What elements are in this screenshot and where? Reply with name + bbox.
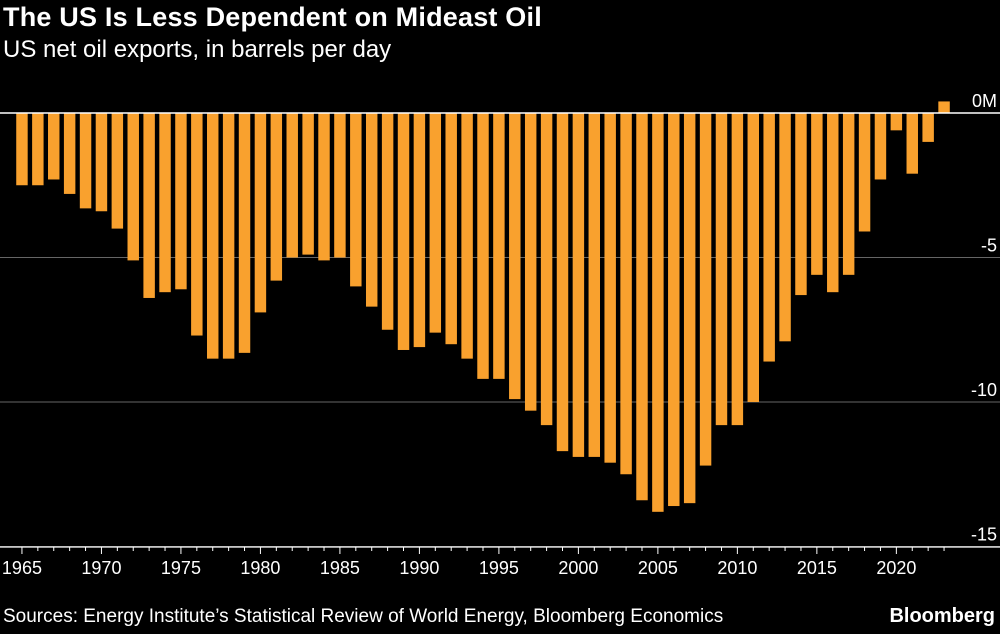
bar-1972 — [127, 113, 139, 261]
bar-2009 — [715, 113, 728, 426]
bar-1967 — [48, 113, 60, 180]
bar-1988 — [381, 113, 394, 330]
bar-2010 — [731, 113, 744, 426]
bars — [16, 101, 950, 512]
bar-2000 — [572, 113, 585, 457]
x-tick-label: 1985 — [320, 558, 360, 578]
x-tick-label: 1990 — [399, 558, 439, 578]
bar-chart: 0M -5 -10 -15 1965 1970 1975 1980 1985 1990 1995 2… — [0, 91, 1000, 578]
bar-1975 — [175, 113, 187, 290]
chart-title: The US Is Less Dependent on Mideast Oil — [3, 2, 542, 32]
bar-2015 — [811, 113, 823, 275]
bar-2019 — [874, 113, 887, 180]
bar-1996 — [509, 113, 521, 400]
bar-2008 — [699, 113, 712, 466]
bar-1998 — [540, 113, 553, 426]
bar-1977 — [207, 113, 219, 359]
bar-2005 — [652, 113, 664, 512]
bar-1990 — [413, 113, 426, 348]
x-tick-label: 2010 — [717, 558, 757, 578]
bar-1989 — [397, 113, 410, 350]
source-note: Sources: Energy Institute’s Statistical … — [3, 606, 724, 627]
bar-1994 — [477, 113, 489, 379]
bar-2016 — [827, 113, 839, 293]
x-tick-label: 1995 — [479, 558, 519, 578]
bar-1965 — [16, 113, 28, 186]
x-tick-label: 2020 — [876, 558, 916, 578]
bar-1982 — [286, 113, 298, 258]
bar-1997 — [524, 113, 537, 411]
bar-2011 — [747, 113, 759, 402]
y-axis-ticks: 0M -5 -10 -15 — [971, 91, 997, 545]
y-tick-label: -5 — [981, 236, 997, 256]
bar-2014 — [795, 113, 807, 296]
bar-2003 — [620, 113, 632, 475]
bar-1984 — [318, 113, 330, 261]
bar-2018 — [858, 113, 871, 232]
y-tick-label: -10 — [971, 380, 997, 400]
bar-1968 — [63, 113, 76, 194]
bar-1980 — [254, 113, 267, 313]
x-tick-label: 2000 — [558, 558, 598, 578]
bar-1976 — [191, 113, 203, 336]
bar-2012 — [763, 113, 775, 362]
bar-1966 — [32, 113, 44, 186]
bar-1973 — [143, 113, 155, 298]
x-tick-label: 2005 — [638, 558, 678, 578]
bar-1995 — [493, 113, 505, 379]
bar-2001 — [588, 113, 601, 457]
bar-1986 — [350, 113, 362, 287]
bar-1985 — [334, 113, 346, 258]
bar-1981 — [270, 113, 283, 281]
bar-1974 — [159, 113, 171, 293]
bar-1971 — [111, 113, 124, 229]
bar-1992 — [445, 113, 457, 345]
x-tick-label: 1965 — [2, 558, 42, 578]
bar-2007 — [683, 113, 696, 504]
bar-2021 — [906, 113, 918, 174]
y-tick-label: -15 — [971, 525, 997, 545]
bar-2004 — [636, 113, 648, 501]
bloomberg-logo: Bloomberg — [889, 605, 995, 627]
x-tick-label: 1980 — [240, 558, 280, 578]
bar-1969 — [79, 113, 92, 209]
bar-2023 — [938, 101, 950, 113]
bar-1970 — [95, 113, 108, 212]
bar-1983 — [302, 113, 314, 255]
bar-1993 — [461, 113, 473, 359]
bar-2022 — [922, 113, 934, 142]
bar-2020 — [890, 113, 903, 131]
bar-2013 — [779, 113, 791, 342]
chart-subtitle: US net oil exports, in barrels per day — [3, 36, 392, 63]
bar-2017 — [842, 113, 855, 275]
bar-2006 — [668, 113, 680, 507]
bar-1978 — [222, 113, 235, 359]
x-axis: 1965 1970 1975 1980 1985 1990 1995 2000 2005 2010… — [0, 546, 1000, 578]
x-tick-label: 1975 — [161, 558, 201, 578]
bar-1987 — [365, 113, 378, 307]
y-tick-label: 0M — [972, 91, 997, 111]
bar-1991 — [429, 113, 442, 333]
x-tick-label: 1970 — [81, 558, 121, 578]
bar-1999 — [556, 113, 569, 452]
x-tick-label: 2015 — [797, 558, 837, 578]
bar-1979 — [238, 113, 251, 353]
bar-2002 — [604, 113, 616, 463]
